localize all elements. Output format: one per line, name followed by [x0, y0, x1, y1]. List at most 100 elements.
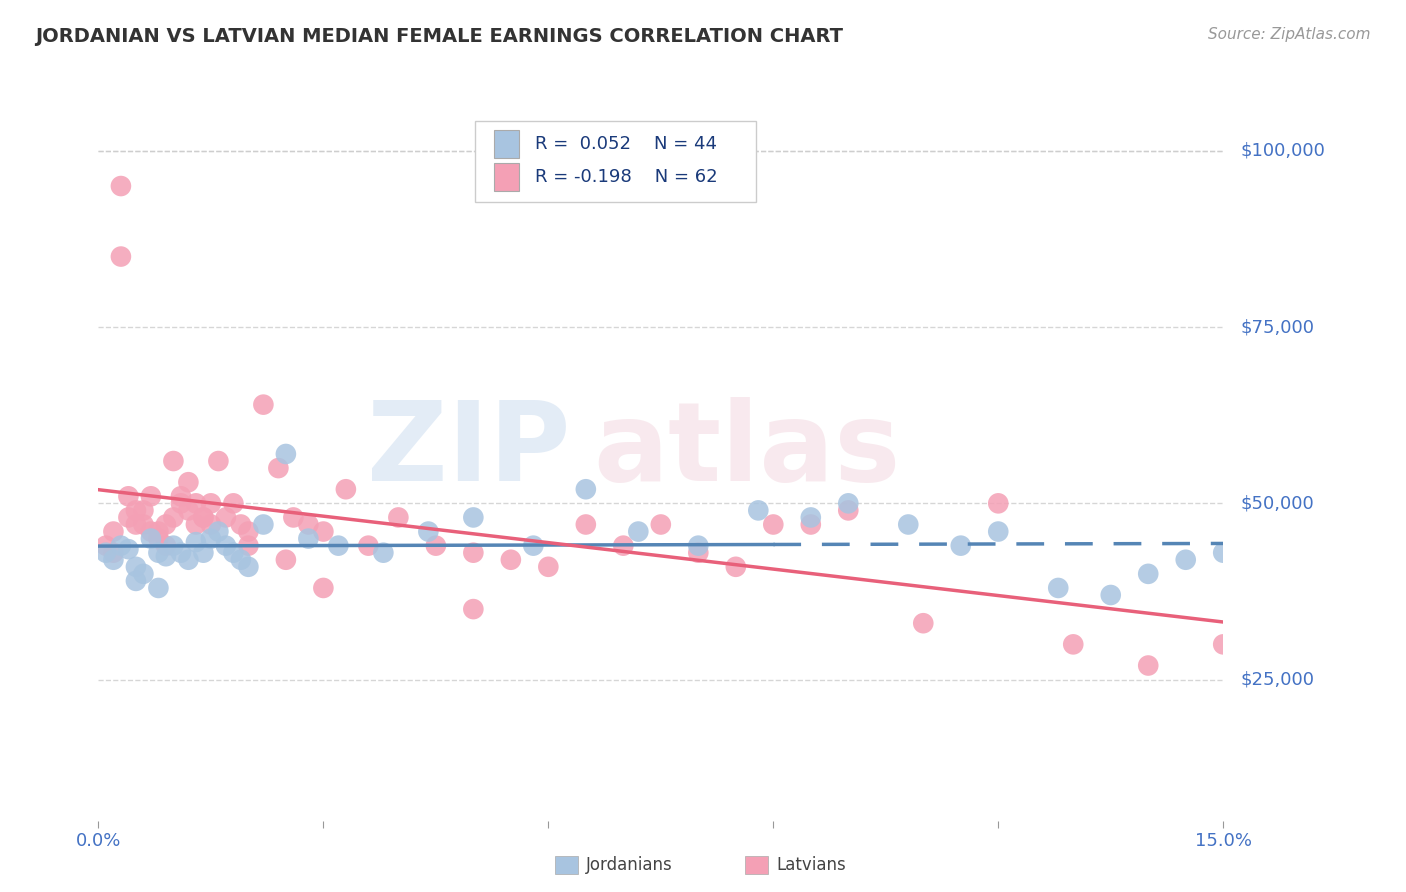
Point — [184, 517, 207, 532]
Text: Latvians: Latvians — [776, 856, 846, 874]
Point — [1174, 553, 1197, 567]
Point — [162, 454, 184, 468]
Point — [125, 503, 148, 517]
Point — [139, 524, 162, 539]
Point — [200, 496, 222, 510]
Text: $50,000: $50,000 — [1240, 494, 1313, 512]
Point — [575, 482, 598, 496]
Point — [117, 510, 139, 524]
Point — [912, 616, 935, 631]
Point — [1137, 566, 1160, 581]
Point — [110, 250, 132, 264]
Point — [1137, 658, 1160, 673]
Point — [155, 517, 177, 532]
Point — [222, 496, 245, 510]
Text: JORDANIAN VS LATVIAN MEDIAN FEMALE EARNINGS CORRELATION CHART: JORDANIAN VS LATVIAN MEDIAN FEMALE EARNI… — [35, 27, 844, 45]
Point — [274, 447, 297, 461]
Point — [125, 574, 148, 588]
Point — [139, 532, 162, 546]
Point — [207, 524, 229, 539]
Point — [155, 539, 177, 553]
Point — [418, 524, 440, 539]
Point — [117, 542, 139, 557]
Point — [688, 539, 710, 553]
FancyBboxPatch shape — [495, 130, 519, 158]
Point — [117, 489, 139, 503]
Point — [162, 539, 184, 553]
Point — [800, 517, 823, 532]
Point — [897, 517, 920, 532]
Point — [238, 539, 260, 553]
Point — [297, 517, 319, 532]
FancyBboxPatch shape — [475, 121, 756, 202]
Point — [103, 553, 125, 567]
Point — [312, 581, 335, 595]
Point — [184, 496, 207, 510]
Point — [94, 546, 117, 560]
Point — [184, 535, 207, 549]
Point — [170, 489, 193, 503]
Point — [148, 524, 170, 539]
Point — [537, 559, 560, 574]
Point — [215, 510, 238, 524]
Point — [499, 553, 522, 567]
Text: $100,000: $100,000 — [1240, 142, 1324, 160]
Text: ZIP: ZIP — [367, 397, 571, 504]
Point — [238, 559, 260, 574]
Point — [162, 510, 184, 524]
Point — [132, 566, 155, 581]
Point — [155, 549, 177, 564]
Point — [148, 581, 170, 595]
Point — [762, 517, 785, 532]
Point — [193, 510, 215, 524]
Point — [110, 539, 132, 553]
Point — [177, 553, 200, 567]
Point — [987, 496, 1010, 510]
Text: Jordanians: Jordanians — [586, 856, 673, 874]
Point — [252, 517, 274, 532]
Point — [688, 546, 710, 560]
Point — [170, 546, 193, 560]
Point — [463, 546, 485, 560]
Point — [1047, 581, 1070, 595]
Point — [747, 503, 769, 517]
Point — [575, 517, 598, 532]
Text: $25,000: $25,000 — [1240, 671, 1315, 689]
Point — [193, 546, 215, 560]
Point — [949, 539, 972, 553]
Text: R =  0.052    N = 44: R = 0.052 N = 44 — [534, 135, 717, 153]
Point — [283, 510, 305, 524]
Point — [103, 546, 125, 560]
Point — [297, 532, 319, 546]
Point — [110, 179, 132, 194]
FancyBboxPatch shape — [495, 163, 519, 191]
Point — [612, 539, 634, 553]
Point — [267, 461, 290, 475]
Point — [463, 510, 485, 524]
Point — [139, 489, 162, 503]
Point — [1212, 546, 1234, 560]
Point — [125, 559, 148, 574]
Point — [238, 524, 260, 539]
Point — [200, 517, 222, 532]
Point — [148, 546, 170, 560]
Point — [1212, 637, 1234, 651]
Point — [229, 553, 252, 567]
Point — [103, 524, 125, 539]
Point — [724, 559, 747, 574]
Point — [627, 524, 650, 539]
Point — [373, 546, 395, 560]
Point — [1099, 588, 1122, 602]
Point — [229, 517, 252, 532]
Point — [650, 517, 672, 532]
Point — [987, 524, 1010, 539]
Text: $75,000: $75,000 — [1240, 318, 1315, 336]
Point — [837, 496, 859, 510]
Point — [425, 539, 447, 553]
Point — [357, 539, 380, 553]
Text: Source: ZipAtlas.com: Source: ZipAtlas.com — [1208, 27, 1371, 42]
Text: R = -0.198    N = 62: R = -0.198 N = 62 — [534, 169, 717, 186]
Point — [125, 517, 148, 532]
Point — [312, 524, 335, 539]
Point — [148, 532, 170, 546]
